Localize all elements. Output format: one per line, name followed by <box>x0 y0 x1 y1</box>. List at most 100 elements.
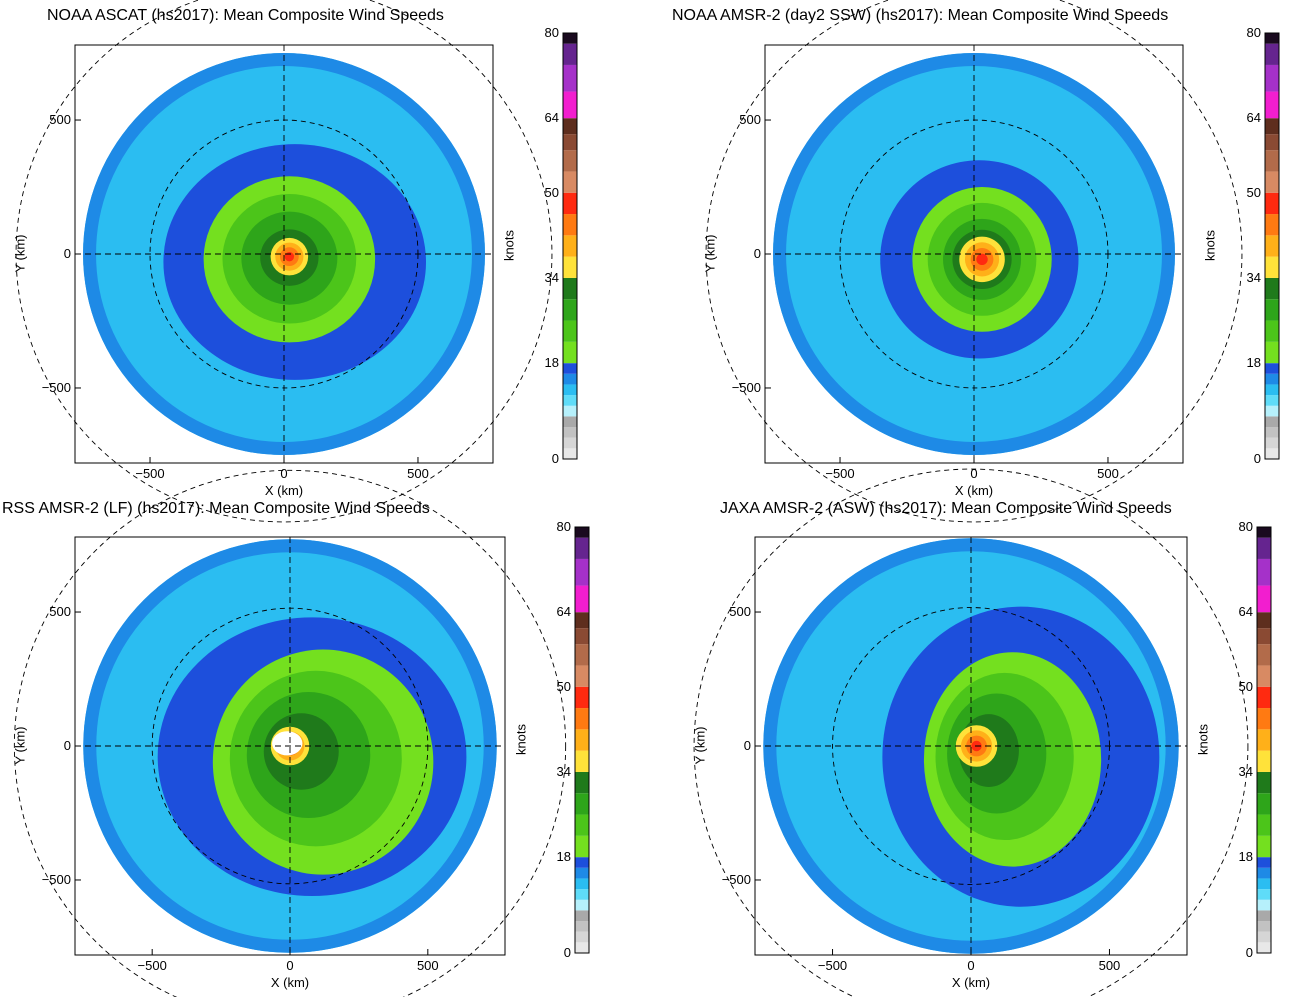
y-tick-label: 0 <box>63 738 71 753</box>
x-tick-label: 500 <box>416 958 439 973</box>
colorbar-band <box>575 708 589 730</box>
panel-title: RSS AMSR-2 (LF) (hs2017): Mean Composite… <box>2 500 430 517</box>
colorbar-band <box>575 921 589 932</box>
colorbar-tick-label: 64 <box>544 110 559 126</box>
plot-area <box>15 0 553 523</box>
y-tick-label: 500 <box>739 112 761 128</box>
colorbar-tick-label: 80 <box>1246 25 1261 40</box>
colorbar-tick-label: 50 <box>544 184 559 200</box>
colorbar-band <box>1265 134 1279 151</box>
colorbar-band <box>563 277 577 300</box>
colorbar-band <box>563 134 577 151</box>
colorbar-band <box>563 384 577 396</box>
colorbar-band <box>575 793 589 815</box>
wind-core <box>284 251 295 262</box>
range-ring <box>693 468 1249 997</box>
colorbar-tick-label: 50 <box>1246 184 1261 200</box>
y-axis-title: Y (km) <box>12 234 28 273</box>
x-axis-title: X (km) <box>264 483 304 498</box>
colorbar-band <box>1257 527 1271 538</box>
colorbar-tick-label: 34 <box>544 269 559 285</box>
range-ring <box>705 0 1243 523</box>
colorbar-band <box>1265 192 1279 215</box>
wind-core <box>976 253 988 266</box>
colorbar-band <box>1265 299 1279 321</box>
colorbar-band <box>1257 793 1271 815</box>
colorbar-tick-label: 18 <box>1238 849 1253 865</box>
colorbar-band <box>563 427 577 438</box>
colorbar-band <box>563 235 577 257</box>
panel-title: JAXA AMSR-2 (ASW) (hs2017): Mean Composi… <box>720 500 1172 517</box>
colorbar-band <box>1265 64 1279 92</box>
colorbar-band <box>1265 437 1279 449</box>
colorbar-band <box>1257 729 1271 751</box>
colorbar-band <box>1257 889 1271 900</box>
colorbar-band <box>1265 43 1279 65</box>
colorbar-band <box>1265 341 1279 364</box>
colorbar-band <box>563 341 577 364</box>
colorbar <box>1264 32 1280 460</box>
plot-area <box>13 469 567 997</box>
colorbar-band <box>575 686 589 709</box>
colorbar-band <box>563 150 577 172</box>
colorbar-band <box>1257 867 1271 879</box>
colorbar-tick-label: 34 <box>1238 763 1253 779</box>
colorbar-tick-label: 0 <box>1253 451 1261 466</box>
colorbar-band <box>575 729 589 751</box>
colorbar-band <box>1257 835 1271 858</box>
y-tick-label: 0 <box>753 246 761 261</box>
colorbar-band <box>1265 171 1279 193</box>
x-axis-title: X (km) <box>270 975 310 990</box>
colorbar-band <box>575 771 589 794</box>
colorbar-tick-label: 80 <box>1238 519 1253 534</box>
y-tick-label: −500 <box>721 871 751 887</box>
colorbar-band <box>575 585 589 613</box>
colorbar-band <box>1257 612 1271 629</box>
x-tick-label: −500 <box>817 958 848 973</box>
colorbar <box>562 32 578 460</box>
y-tick-label: −500 <box>41 379 71 395</box>
y-axis-title: Y (km) <box>702 234 718 273</box>
colorbar-band <box>1257 814 1271 836</box>
x-tick-label: −500 <box>135 466 165 481</box>
colorbar-tick-label: 18 <box>1246 355 1261 371</box>
colorbar-band <box>575 910 589 922</box>
colorbar-tick-label: 64 <box>1238 604 1253 620</box>
colorbar-tick-label: 0 <box>551 451 559 466</box>
colorbar-tick-label: 80 <box>556 519 571 534</box>
colorbar-band <box>563 43 577 65</box>
colorbar-band <box>563 416 577 428</box>
colorbar-band <box>563 405 577 417</box>
y-tick-label: 500 <box>49 112 71 128</box>
colorbar-band <box>1257 628 1271 645</box>
y-tick-label: 0 <box>743 738 751 753</box>
colorbar-tick-label: 34 <box>1246 269 1261 285</box>
colorbar-unit-label: knots <box>501 229 517 262</box>
colorbar-band <box>1265 277 1279 300</box>
colorbar-band <box>563 214 577 236</box>
colorbar-band <box>1257 857 1271 868</box>
y-axis-title: Y (km) <box>692 726 708 765</box>
panel-title: NOAA ASCAT (hs2017): Mean Composite Wind… <box>47 7 444 24</box>
colorbar-band <box>1257 537 1271 559</box>
colorbar-band <box>1257 644 1271 666</box>
colorbar-band <box>1265 395 1279 406</box>
x-tick-label: 0 <box>970 466 978 481</box>
colorbar-band <box>1257 910 1271 922</box>
colorbar-band <box>1265 363 1279 374</box>
colorbar-band <box>563 373 577 385</box>
colorbar-tick-label: 64 <box>556 604 571 620</box>
colorbar-band <box>1265 150 1279 172</box>
colorbar-band <box>575 867 589 879</box>
colorbar-band <box>1257 899 1271 911</box>
colorbar-band <box>1257 771 1271 794</box>
colorbar-band <box>1257 878 1271 890</box>
colorbar-band <box>575 931 589 943</box>
colorbar-tick-label: 50 <box>1238 678 1253 694</box>
colorbar-band <box>575 750 589 772</box>
range-ring <box>13 469 567 997</box>
colorbar-unit-label: knots <box>1202 229 1218 262</box>
colorbar-band <box>575 889 589 900</box>
x-tick-label: 500 <box>1098 958 1121 973</box>
colorbar-band <box>575 612 589 629</box>
